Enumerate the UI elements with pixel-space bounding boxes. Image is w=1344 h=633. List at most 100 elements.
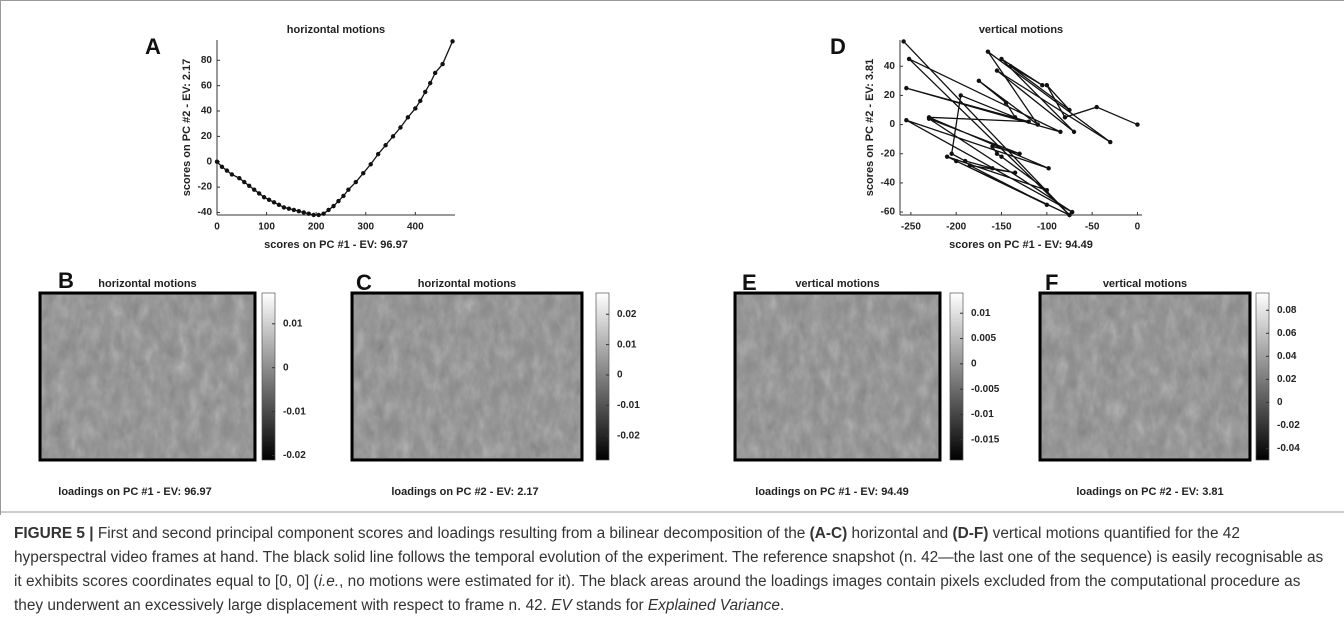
loading-image-texture bbox=[354, 295, 580, 458]
score-point bbox=[985, 49, 991, 54]
y-axis-label: scores on PC #2 - EV: 2.17 bbox=[181, 59, 193, 197]
panel-label: C bbox=[356, 270, 372, 295]
score-point bbox=[1017, 151, 1022, 156]
score-point bbox=[1026, 119, 1031, 124]
score-point bbox=[1035, 122, 1040, 127]
x-tick-label: 400 bbox=[407, 222, 424, 233]
score-point bbox=[229, 172, 235, 177]
loading-image-texture bbox=[1042, 295, 1248, 458]
score-point bbox=[1044, 83, 1050, 88]
y-tick-label: 40 bbox=[201, 106, 213, 117]
colorbar-tick-label: -0.02 bbox=[283, 450, 306, 461]
score-point bbox=[276, 202, 282, 208]
score-point bbox=[999, 154, 1004, 159]
colorbar-tick-label: 0 bbox=[617, 370, 623, 381]
score-point bbox=[904, 118, 909, 123]
score-point bbox=[944, 154, 950, 159]
colorbar-tick-label: -0.02 bbox=[1277, 420, 1300, 431]
score-point bbox=[1067, 107, 1072, 113]
score-point bbox=[331, 203, 336, 209]
y-tick-label: -40 bbox=[881, 178, 896, 189]
x-tick-label: 0 bbox=[1135, 222, 1141, 233]
chart-title: vertical motions bbox=[979, 24, 1063, 36]
colorbar-tick-label: -0.01 bbox=[283, 406, 306, 417]
panel-label: E bbox=[742, 270, 757, 295]
score-point bbox=[301, 210, 306, 215]
colorbar-tick-label: 0.02 bbox=[1277, 374, 1297, 385]
colorbar-tick-label: 0.06 bbox=[1277, 328, 1297, 339]
score-point bbox=[1058, 129, 1063, 135]
chart-title: vertical motions bbox=[795, 278, 879, 290]
colorbar-tick-label: -0.02 bbox=[617, 430, 640, 441]
x-axis-label: scores on PC #1 - EV: 94.49 bbox=[949, 239, 1093, 251]
y-tick-label: 80 bbox=[201, 55, 213, 66]
score-point bbox=[291, 207, 297, 213]
score-point bbox=[321, 211, 326, 216]
x-tick-label: 0 bbox=[214, 222, 220, 233]
colorbar-tick-label: -0.005 bbox=[971, 384, 1000, 395]
score-point bbox=[963, 158, 968, 164]
y-tick-label: 60 bbox=[201, 80, 213, 91]
caption-text: . bbox=[779, 597, 785, 614]
score-point bbox=[261, 195, 267, 200]
colorbar-tick-label: -0.01 bbox=[617, 400, 640, 411]
caption-italic: EV bbox=[551, 597, 572, 614]
colorbar-tick-label: 0.01 bbox=[283, 318, 303, 329]
loading-image-texture bbox=[737, 295, 938, 458]
y-tick-label: 0 bbox=[206, 156, 212, 167]
score-point bbox=[1040, 83, 1045, 88]
x-tick-label: -200 bbox=[946, 222, 966, 233]
caption-italic: i.e. bbox=[318, 573, 340, 590]
colorbar-tick-label: -0.01 bbox=[971, 409, 994, 420]
score-point bbox=[428, 80, 433, 86]
score-point bbox=[994, 68, 1000, 73]
y-tick-label: 20 bbox=[884, 90, 896, 101]
x-tick-label: -150 bbox=[992, 222, 1012, 233]
panel-label: D bbox=[830, 34, 846, 59]
score-point bbox=[375, 151, 381, 157]
chart-title: horizontal motions bbox=[418, 278, 516, 290]
score-point bbox=[1044, 202, 1050, 207]
score-point bbox=[904, 85, 909, 91]
caption-text: First and second principal component sco… bbox=[93, 525, 810, 542]
chart-title: vertical motions bbox=[1103, 278, 1187, 290]
score-point bbox=[906, 56, 912, 62]
score-point bbox=[341, 193, 346, 199]
caption: FIGURE 5 | First and second principal co… bbox=[14, 522, 1332, 618]
chart-title: horizontal motions bbox=[287, 24, 385, 36]
x-tick-label: 300 bbox=[357, 222, 374, 233]
score-point bbox=[346, 187, 351, 192]
score-point bbox=[901, 39, 906, 44]
caption-label: FIGURE 5 | bbox=[14, 525, 94, 542]
score-point bbox=[219, 164, 225, 170]
score-point bbox=[990, 144, 995, 149]
colorbar-tick-label: -0.015 bbox=[971, 434, 1000, 445]
caption-text: , no motions were estimated for it). The… bbox=[14, 573, 1301, 614]
score-point bbox=[450, 39, 455, 44]
score-point bbox=[1094, 104, 1099, 110]
colorbar-tick-label: -0.04 bbox=[1277, 443, 1300, 454]
caption-text: vertical motions quantified for the 42 h… bbox=[14, 525, 1324, 590]
y-tick-label: 40 bbox=[884, 61, 896, 72]
y-tick-label: -60 bbox=[881, 207, 896, 218]
caption-text: horizontal and bbox=[847, 525, 953, 542]
x-axis-label: loadings on PC #2 - EV: 2.17 bbox=[391, 486, 538, 498]
panel-label: B bbox=[58, 268, 74, 293]
x-tick-label: -50 bbox=[1085, 222, 1100, 233]
caption-text: stands for bbox=[571, 597, 648, 614]
score-point bbox=[999, 56, 1004, 62]
score-point bbox=[296, 208, 302, 214]
score-point bbox=[242, 179, 247, 185]
y-tick-label: -40 bbox=[198, 207, 213, 218]
chart-title: horizontal motions bbox=[98, 278, 196, 290]
score-point bbox=[1062, 115, 1068, 120]
score-point bbox=[1008, 64, 1013, 69]
score-point bbox=[1044, 188, 1050, 193]
score-point bbox=[953, 158, 959, 164]
score-point bbox=[958, 93, 963, 98]
score-point bbox=[413, 106, 418, 111]
score-point bbox=[1070, 209, 1075, 215]
colorbar bbox=[1255, 292, 1270, 461]
x-axis-label: scores on PC #1 - EV: 96.97 bbox=[264, 239, 408, 251]
